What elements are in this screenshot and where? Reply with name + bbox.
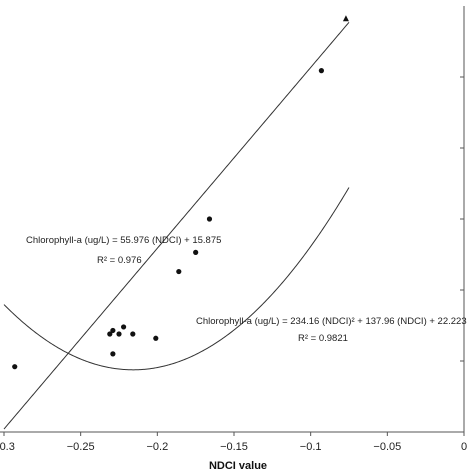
quadratic-fit-line (3, 187, 350, 371)
data-points (12, 15, 349, 370)
x-tick-label: 0 (461, 441, 467, 453)
plot-frame (0, 6, 465, 433)
x-tick-label: −0.1 (300, 441, 322, 453)
linear-fit-r2: R² = 0.976 (97, 255, 142, 266)
data-point (206, 216, 213, 222)
data-point (176, 268, 182, 275)
data-point (116, 331, 122, 337)
quadratic-fit-equation: Chlorophyll-a (ug/L) = 234.16 (NDCI)² + … (196, 316, 467, 327)
data-point (110, 327, 116, 334)
data-point (153, 335, 159, 341)
data-point (107, 331, 113, 337)
x-tick-label: −0.05 (373, 441, 401, 453)
data-point (318, 68, 324, 74)
data-point (193, 249, 199, 255)
linear-fit-line (3, 21, 350, 430)
fit-lines (3, 21, 350, 430)
x-tick-label: −0.15 (220, 441, 248, 453)
quadratic-fit-r2: R² = 0.9821 (298, 333, 348, 344)
data-point (121, 324, 127, 330)
data-point (12, 364, 18, 370)
x-axis-title: NDCI value (209, 460, 267, 472)
x-tick-label: −0.2 (146, 441, 168, 453)
x-axis-ticks: −0.3 −0.25 −0.2 −0.15 −0.1 −0.05 0 (0, 432, 467, 453)
x-tick-label: −0.25 (67, 441, 95, 453)
x-tick-label: −0.3 (0, 441, 15, 453)
linear-fit-equation: Chlorophyll-a (ug/L) = 55.976 (NDCI) + 1… (26, 235, 221, 246)
data-point (342, 15, 349, 22)
data-point (110, 351, 116, 357)
data-point (130, 331, 136, 337)
